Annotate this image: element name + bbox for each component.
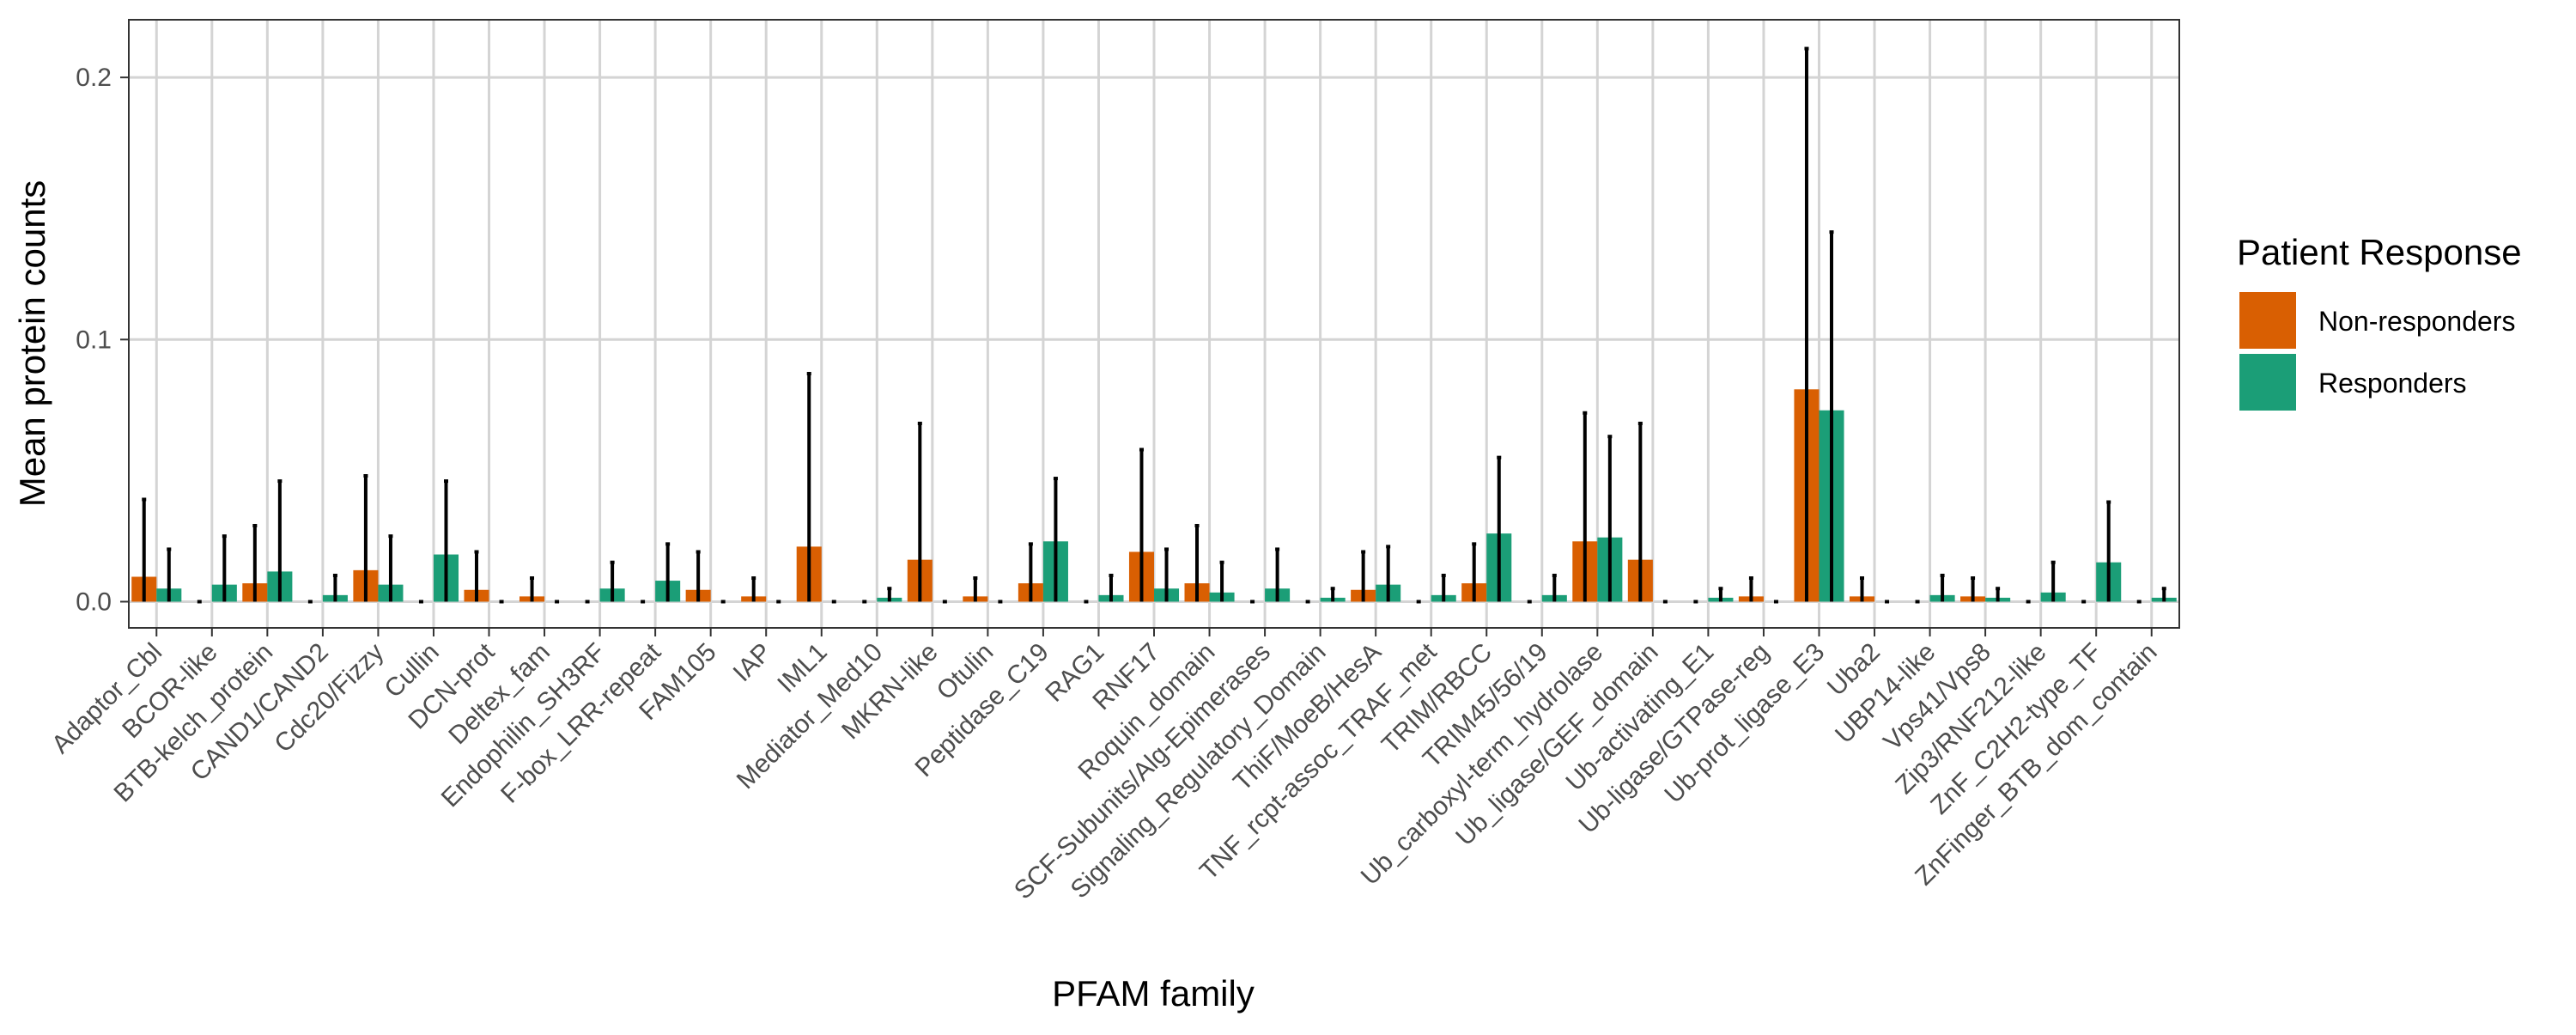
legend-key-non-responders xyxy=(2239,292,2296,349)
y-axis-title: Mean protein counts xyxy=(12,180,52,508)
y-axis: 0.0 0.1 0.2 xyxy=(76,64,129,616)
legend-label-non-responders: Non-responders xyxy=(2318,306,2515,337)
legend-key-responders xyxy=(2239,354,2296,411)
y-tick-label: 0.0 xyxy=(76,588,112,616)
x-axis: Adaptor_CblBCOR-likeBTB-kelch_proteinCAN… xyxy=(46,628,2163,905)
legend-label-responders: Responders xyxy=(2318,368,2467,399)
x-axis-title: PFAM family xyxy=(1052,973,1255,1014)
y-tick-label: 0.1 xyxy=(76,326,112,354)
legend-title: Patient Response xyxy=(2237,232,2522,272)
legend: Patient Response Non-responders Responde… xyxy=(2237,232,2522,411)
y-tick-label: 0.2 xyxy=(76,64,112,92)
x-tick-label: IAP xyxy=(728,638,778,688)
error-bars-layer xyxy=(142,46,2166,604)
